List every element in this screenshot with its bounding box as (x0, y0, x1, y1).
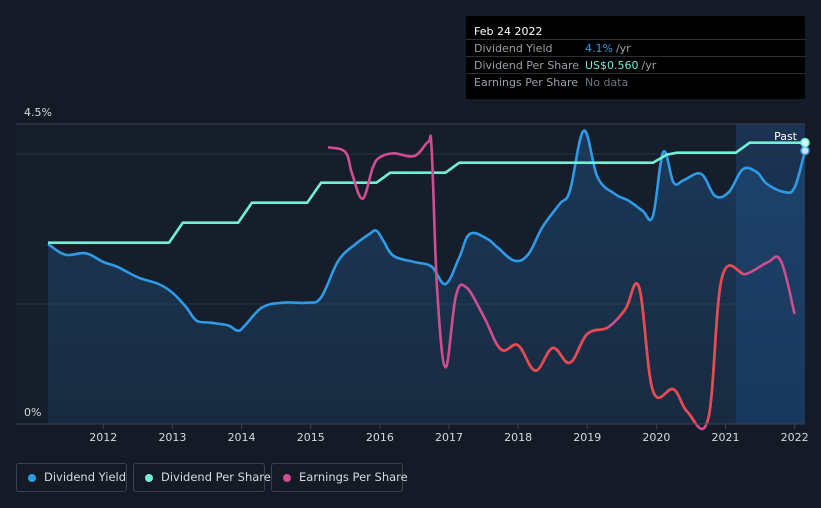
legend-dot-icon (283, 474, 291, 482)
earnings-per-share-negative-segment (497, 325, 608, 372)
dividend-per-share-line (48, 141, 805, 244)
dividend-per-share-end-point (800, 137, 810, 148)
x-tick-label: 2012 (89, 431, 117, 444)
tooltip-value: No data (585, 76, 629, 89)
dividend-yield-end-point (800, 145, 810, 156)
x-tick-label: 2021 (711, 431, 739, 444)
tooltip-date: Feb 24 2022 (474, 25, 543, 38)
tooltip-label: Dividend Per Share (474, 59, 580, 72)
x-tick-label: 2015 (297, 431, 325, 444)
tooltip: Feb 24 2022 Dividend Yield 4.1%/yr Divid… (466, 16, 805, 99)
y-tick-label: 0% (24, 406, 41, 419)
tooltip-label: Earnings Per Share (474, 76, 579, 89)
x-tick-label: 2014 (228, 431, 256, 444)
legend-dot-icon (145, 474, 153, 482)
legend-dot-icon (28, 474, 36, 482)
x-tick-label: 2018 (504, 431, 532, 444)
legend-label: Dividend Per Share (161, 470, 271, 484)
legend-label: Earnings Per Share (299, 470, 408, 484)
legend-label: Dividend Yield (44, 470, 127, 484)
y-tick-label: 4.5% (24, 106, 52, 119)
x-tick-label: 2017 (435, 431, 463, 444)
legend-dividend-per-share[interactable]: Dividend Per Share (133, 463, 271, 492)
tooltip-row-earnings-per-share: Earnings Per Share No data (466, 73, 805, 91)
x-tick-label: 2019 (573, 431, 601, 444)
dividend-yield-line (47, 129, 807, 332)
past-label: Past (774, 130, 798, 143)
legend-earnings-per-share[interactable]: Earnings Per Share (271, 463, 408, 492)
x-tick-label: 2013 (158, 431, 186, 444)
tooltip-value: 4.1%/yr (585, 42, 631, 55)
tooltip-row-dividend-per-share: Dividend Per Share US$0.560/yr (466, 56, 805, 74)
x-tick-label: 2016 (366, 431, 394, 444)
legend-dividend-yield[interactable]: Dividend Yield (16, 463, 127, 492)
x-tick-label: 2020 (642, 431, 670, 444)
dividend-yield-area (48, 130, 805, 424)
tooltip-value: US$0.560/yr (585, 59, 657, 72)
x-tick-label: 2022 (781, 431, 809, 444)
tooltip-row-dividend-yield: Dividend Yield 4.1%/yr (466, 39, 805, 57)
earnings-per-share-negative-segment (618, 264, 743, 424)
tooltip-label: Dividend Yield (474, 42, 553, 55)
